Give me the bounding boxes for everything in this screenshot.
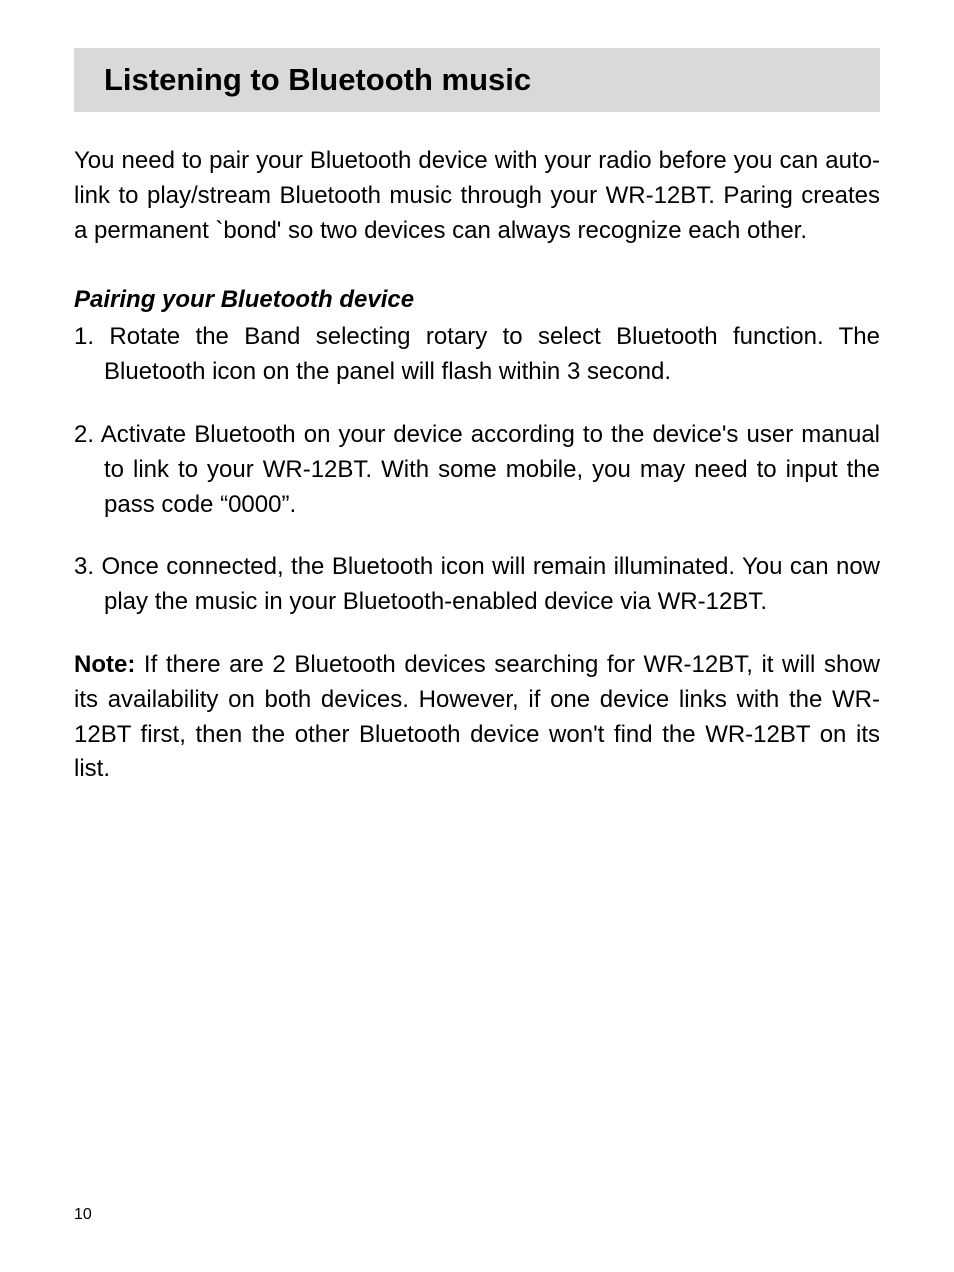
step-number: 2. [74,421,94,448]
intro-paragraph: You need to pair your Bluetooth device w… [74,144,880,248]
section-heading: Listening to Bluetooth music [104,62,880,98]
manual-page: Listening to Bluetooth music You need to… [0,0,954,1272]
section-heading-bar: Listening to Bluetooth music [74,48,880,112]
step-text: Rotate the Band selecting rotary to sele… [104,323,880,385]
step-text: Once connected, the Bluetooth icon will … [101,553,880,615]
step-text: Activate Bluetooth on your device accord… [101,421,880,518]
pairing-subheading: Pairing your Bluetooth device [74,286,880,314]
step-item: 2. Activate Bluetooth on your device acc… [74,418,880,522]
step-number: 3. [74,553,94,580]
note-label: Note: [74,651,135,678]
page-number: 10 [74,1206,92,1224]
note-paragraph: Note: If there are 2 Bluetooth devices s… [74,648,880,787]
step-item: 1. Rotate the Band selecting rotary to s… [74,320,880,390]
step-number: 1. [74,323,94,350]
step-item: 3. Once connected, the Bluetooth icon wi… [74,550,880,620]
note-text: If there are 2 Bluetooth devices searchi… [74,651,880,782]
